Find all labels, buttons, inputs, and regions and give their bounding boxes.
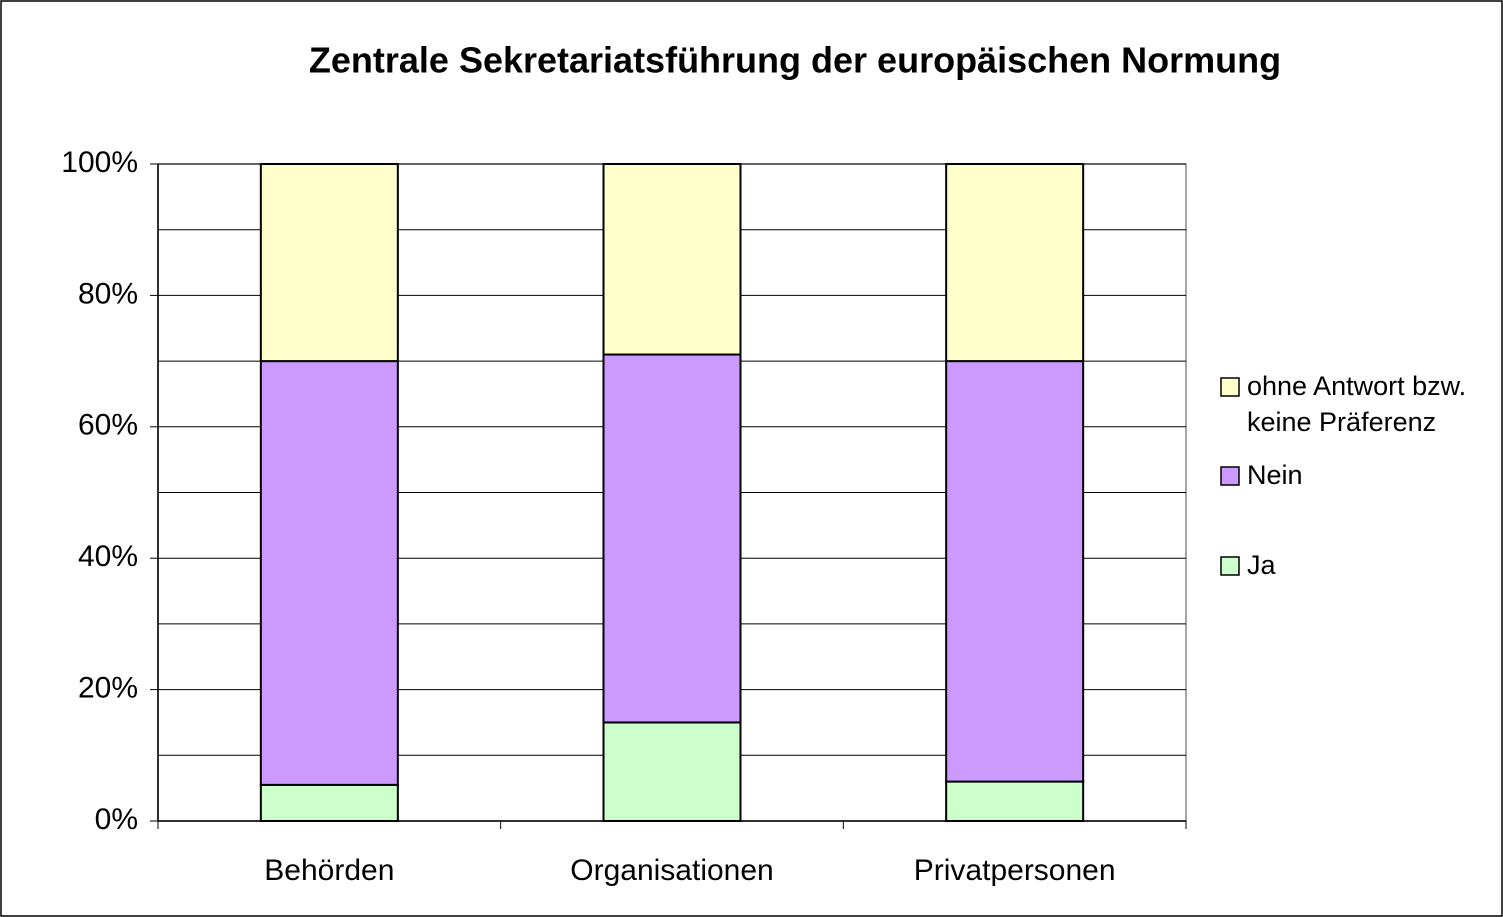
bar-segment <box>259 163 399 363</box>
legend-entry: Ja <box>1247 550 1276 580</box>
bar-segment <box>602 163 742 356</box>
bar-segment <box>945 780 1085 823</box>
y-tick-label: 40% <box>78 540 138 573</box>
x-tick-label: Organisationen <box>570 854 773 887</box>
legend-label: Nein <box>1247 460 1303 490</box>
legend-swatch <box>1220 377 1240 397</box>
bar-segment <box>602 721 742 823</box>
y-tick-label: 80% <box>78 277 138 310</box>
bar-segment <box>602 353 742 724</box>
x-tick-label: Behörden <box>264 854 394 887</box>
legend-entry: Nein <box>1247 460 1303 490</box>
legend-label: ohne Antwort bzw. keine Präferenz <box>1247 371 1467 437</box>
y-tick-label: 20% <box>78 672 138 705</box>
legend-swatch <box>1220 466 1240 486</box>
chart-title: Zentrale Sekretariatsführung der europäi… <box>309 40 1281 81</box>
legend-entry: ohne Antwort bzw. keine Präferenz <box>1247 371 1467 437</box>
bar-segment <box>259 783 399 822</box>
bar-segment <box>945 360 1085 783</box>
bar-segment <box>945 163 1085 363</box>
y-tick-label: 100% <box>61 146 138 179</box>
y-tick-label: 60% <box>78 409 138 442</box>
y-tick-label: 0% <box>95 803 138 836</box>
legend-swatch <box>1220 556 1240 576</box>
bar-segment <box>259 360 399 786</box>
x-tick-label: Privatpersonen <box>914 854 1116 887</box>
legend-label: Ja <box>1247 550 1276 580</box>
